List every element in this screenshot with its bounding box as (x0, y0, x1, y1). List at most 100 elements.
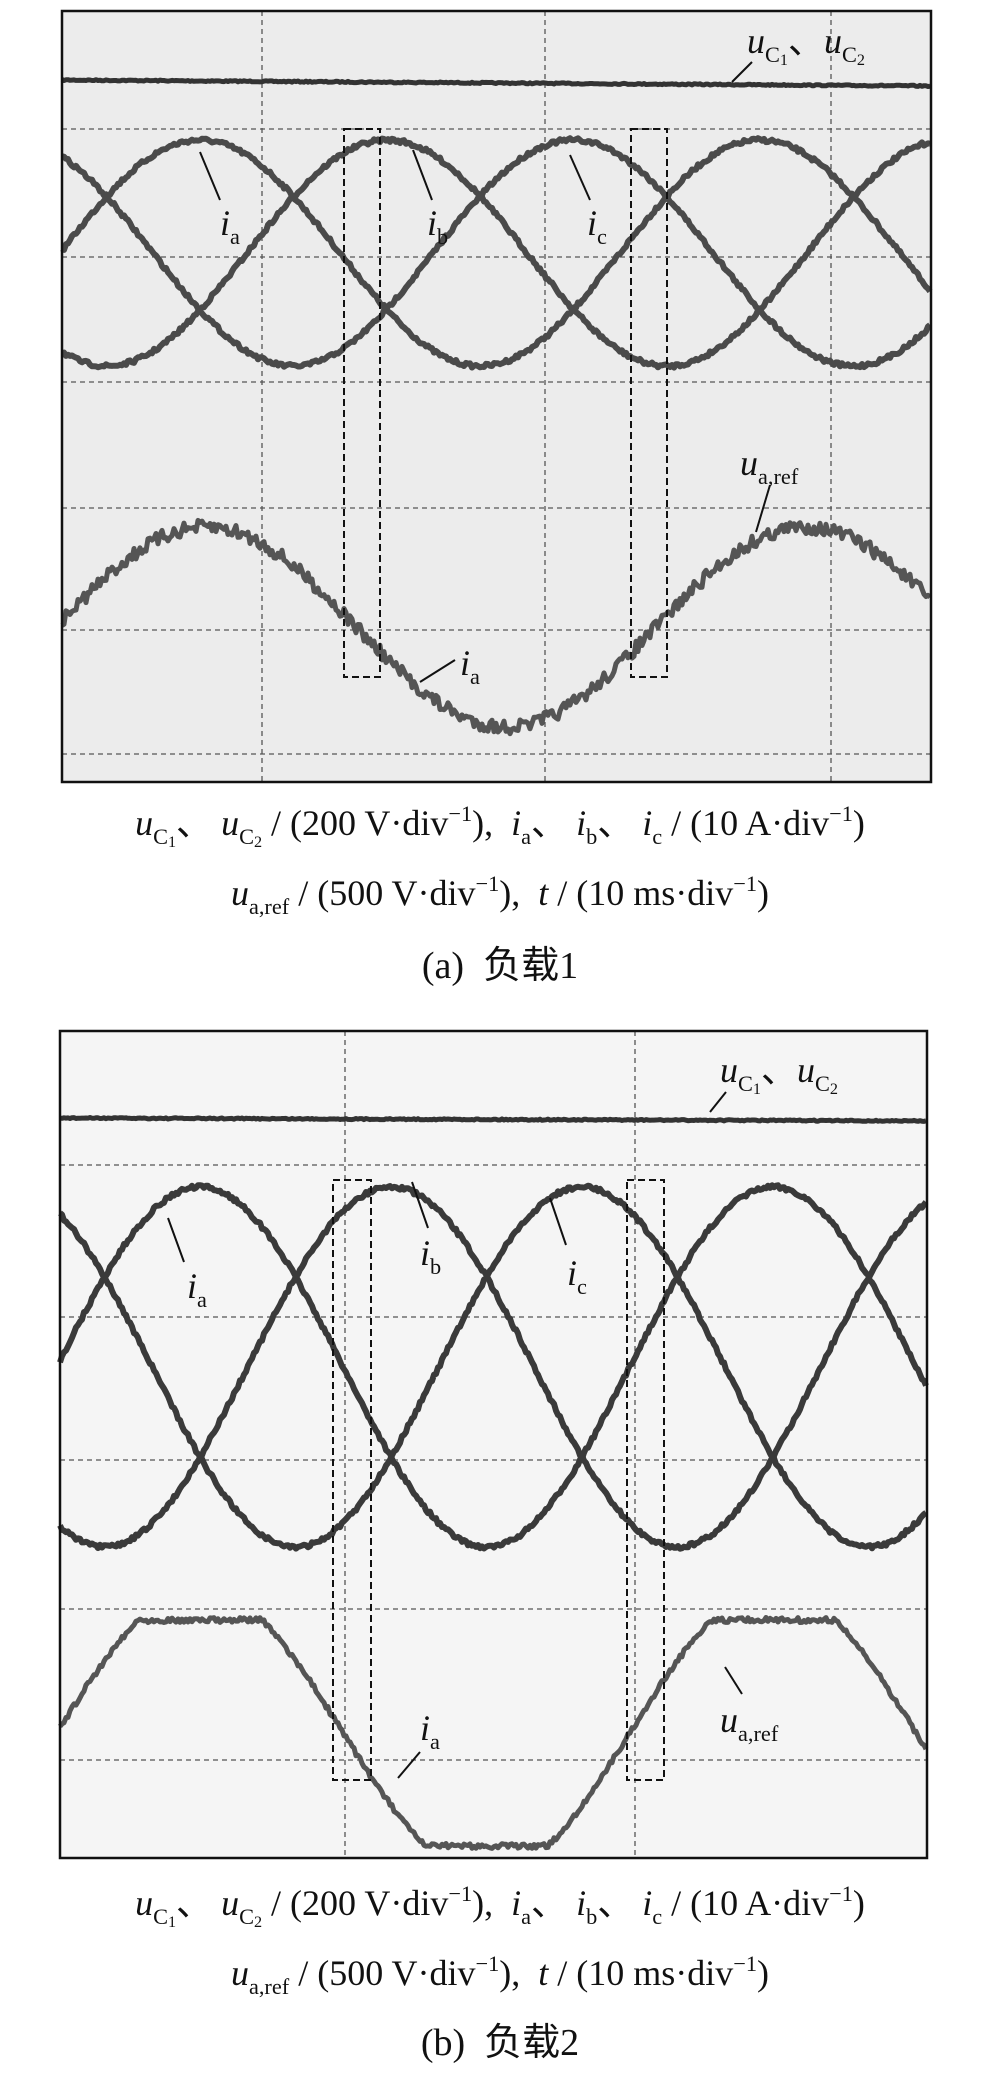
text-run: / (500 V·div (289, 1953, 475, 1993)
text-run: u (747, 21, 765, 61)
leader-line (549, 1197, 567, 1246)
text-run: u (221, 1883, 239, 1923)
highlight-box (630, 128, 668, 678)
text-run: b (437, 224, 448, 249)
text-run: i (642, 803, 652, 843)
text-run: i (642, 1883, 652, 1923)
text-run: −1 (448, 801, 472, 826)
text-run: 2 (254, 1913, 262, 1931)
text-run: ) (853, 1883, 865, 1923)
text-run: 2 (830, 1080, 838, 1098)
leader-line (199, 151, 221, 201)
text-run: i (220, 203, 230, 243)
text-run: i (427, 203, 437, 243)
text-run: / (10 A·div (662, 803, 829, 843)
text-run: C (815, 1071, 830, 1096)
leader-line (724, 1666, 743, 1695)
text-run: i (587, 203, 597, 243)
text-run: c (652, 824, 662, 849)
caption-line: (b) 负载2 (421, 2022, 579, 2064)
text-run: 、 (761, 1050, 797, 1090)
text-run: u (135, 803, 153, 843)
text-run: u (797, 1050, 815, 1090)
trace-label: ib (427, 203, 448, 249)
text-run: i (576, 803, 586, 843)
trace-label: ia (420, 1708, 440, 1754)
trace-label: ia (187, 1266, 207, 1312)
leader-line (709, 1091, 727, 1113)
caption-line: ua,ref / (500 V·div−1), t / (10 ms·div−1… (231, 871, 769, 919)
text-run: ), (499, 873, 538, 913)
caption-line: uC1、 uC2 / (200 V·div−1), ia、 ib、 ic / (… (135, 1881, 865, 1931)
text-run: i (567, 1253, 577, 1293)
text-run: u (135, 1883, 153, 1923)
ref-trace (58, 1615, 929, 1851)
ref-trace (60, 517, 932, 737)
caption-line: uC1、 uC2 / (200 V·div−1), ia、 ib、 ic / (… (135, 801, 865, 851)
trace-label: ic (567, 1253, 587, 1299)
text-run: / (10 ms·div (548, 1953, 733, 1993)
caption-line: (a) 负载1 (422, 945, 578, 987)
text-run: u (720, 1700, 738, 1740)
text-run: −1 (829, 1881, 853, 1906)
text-run: 、 (176, 1883, 221, 1923)
dc-trace (60, 77, 931, 89)
text-run: 、 (788, 21, 824, 61)
text-run: −1 (733, 871, 757, 896)
leader-line (569, 154, 591, 201)
plot-area (60, 1031, 927, 1858)
text-run: 1 (168, 833, 176, 851)
text-run: / (10 ms·div (548, 873, 733, 913)
text-run: i (187, 1266, 197, 1306)
text-run: u (231, 873, 249, 913)
leader-line (731, 61, 753, 83)
text-run: c (652, 1904, 662, 1929)
text-run: u (221, 803, 239, 843)
trace-label: ua,ref (740, 443, 799, 489)
text-run: a,ref (758, 464, 799, 489)
text-run: a (430, 1729, 440, 1754)
text-run: ) (757, 1953, 769, 1993)
leader-line (755, 484, 771, 533)
text-run: 2 (857, 51, 865, 69)
text-run: (b) 负载2 (421, 2022, 579, 2064)
plot-border (58, 1029, 929, 1860)
text-run: C (239, 1904, 254, 1929)
text-run: a (197, 1287, 207, 1312)
text-run: u (824, 21, 842, 61)
dc-trace (59, 1115, 927, 1124)
text-run: ), (472, 1883, 511, 1923)
text-run: i (460, 643, 470, 683)
text-run: C (239, 824, 254, 849)
text-run: c (577, 1274, 587, 1299)
text-run: a,ref (249, 1974, 290, 1999)
leader-line (411, 1181, 429, 1229)
text-run: C (842, 42, 857, 67)
text-run: a,ref (249, 894, 290, 919)
trace-label: uC1、uC2 (720, 1050, 838, 1098)
text-run: ) (853, 803, 865, 843)
text-run: C (765, 42, 780, 67)
trace-label: ia (220, 203, 240, 249)
highlight-box (343, 128, 381, 678)
current-trace (57, 1182, 929, 1552)
text-run: −1 (448, 1881, 472, 1906)
text-run: 、 (531, 803, 576, 843)
leader-line (419, 659, 456, 683)
trace-label: ib (420, 1233, 441, 1279)
text-run: a (230, 224, 240, 249)
text-run: ), (499, 1953, 538, 1993)
text-run: b (586, 1904, 597, 1929)
plot-area (62, 11, 931, 782)
leader-line (167, 1217, 185, 1263)
text-run: t (538, 873, 549, 913)
text-run: C (738, 1071, 753, 1096)
current-trace (57, 1183, 929, 1552)
trace-label: ic (587, 203, 607, 249)
current-trace (61, 135, 931, 371)
text-run: −1 (476, 1951, 500, 1976)
trace-label: ua,ref (720, 1700, 779, 1746)
text-run: −1 (733, 1951, 757, 1976)
text-run: −1 (476, 871, 500, 896)
caption-line: ua,ref / (500 V·div−1), t / (10 ms·div−1… (231, 1951, 769, 1999)
